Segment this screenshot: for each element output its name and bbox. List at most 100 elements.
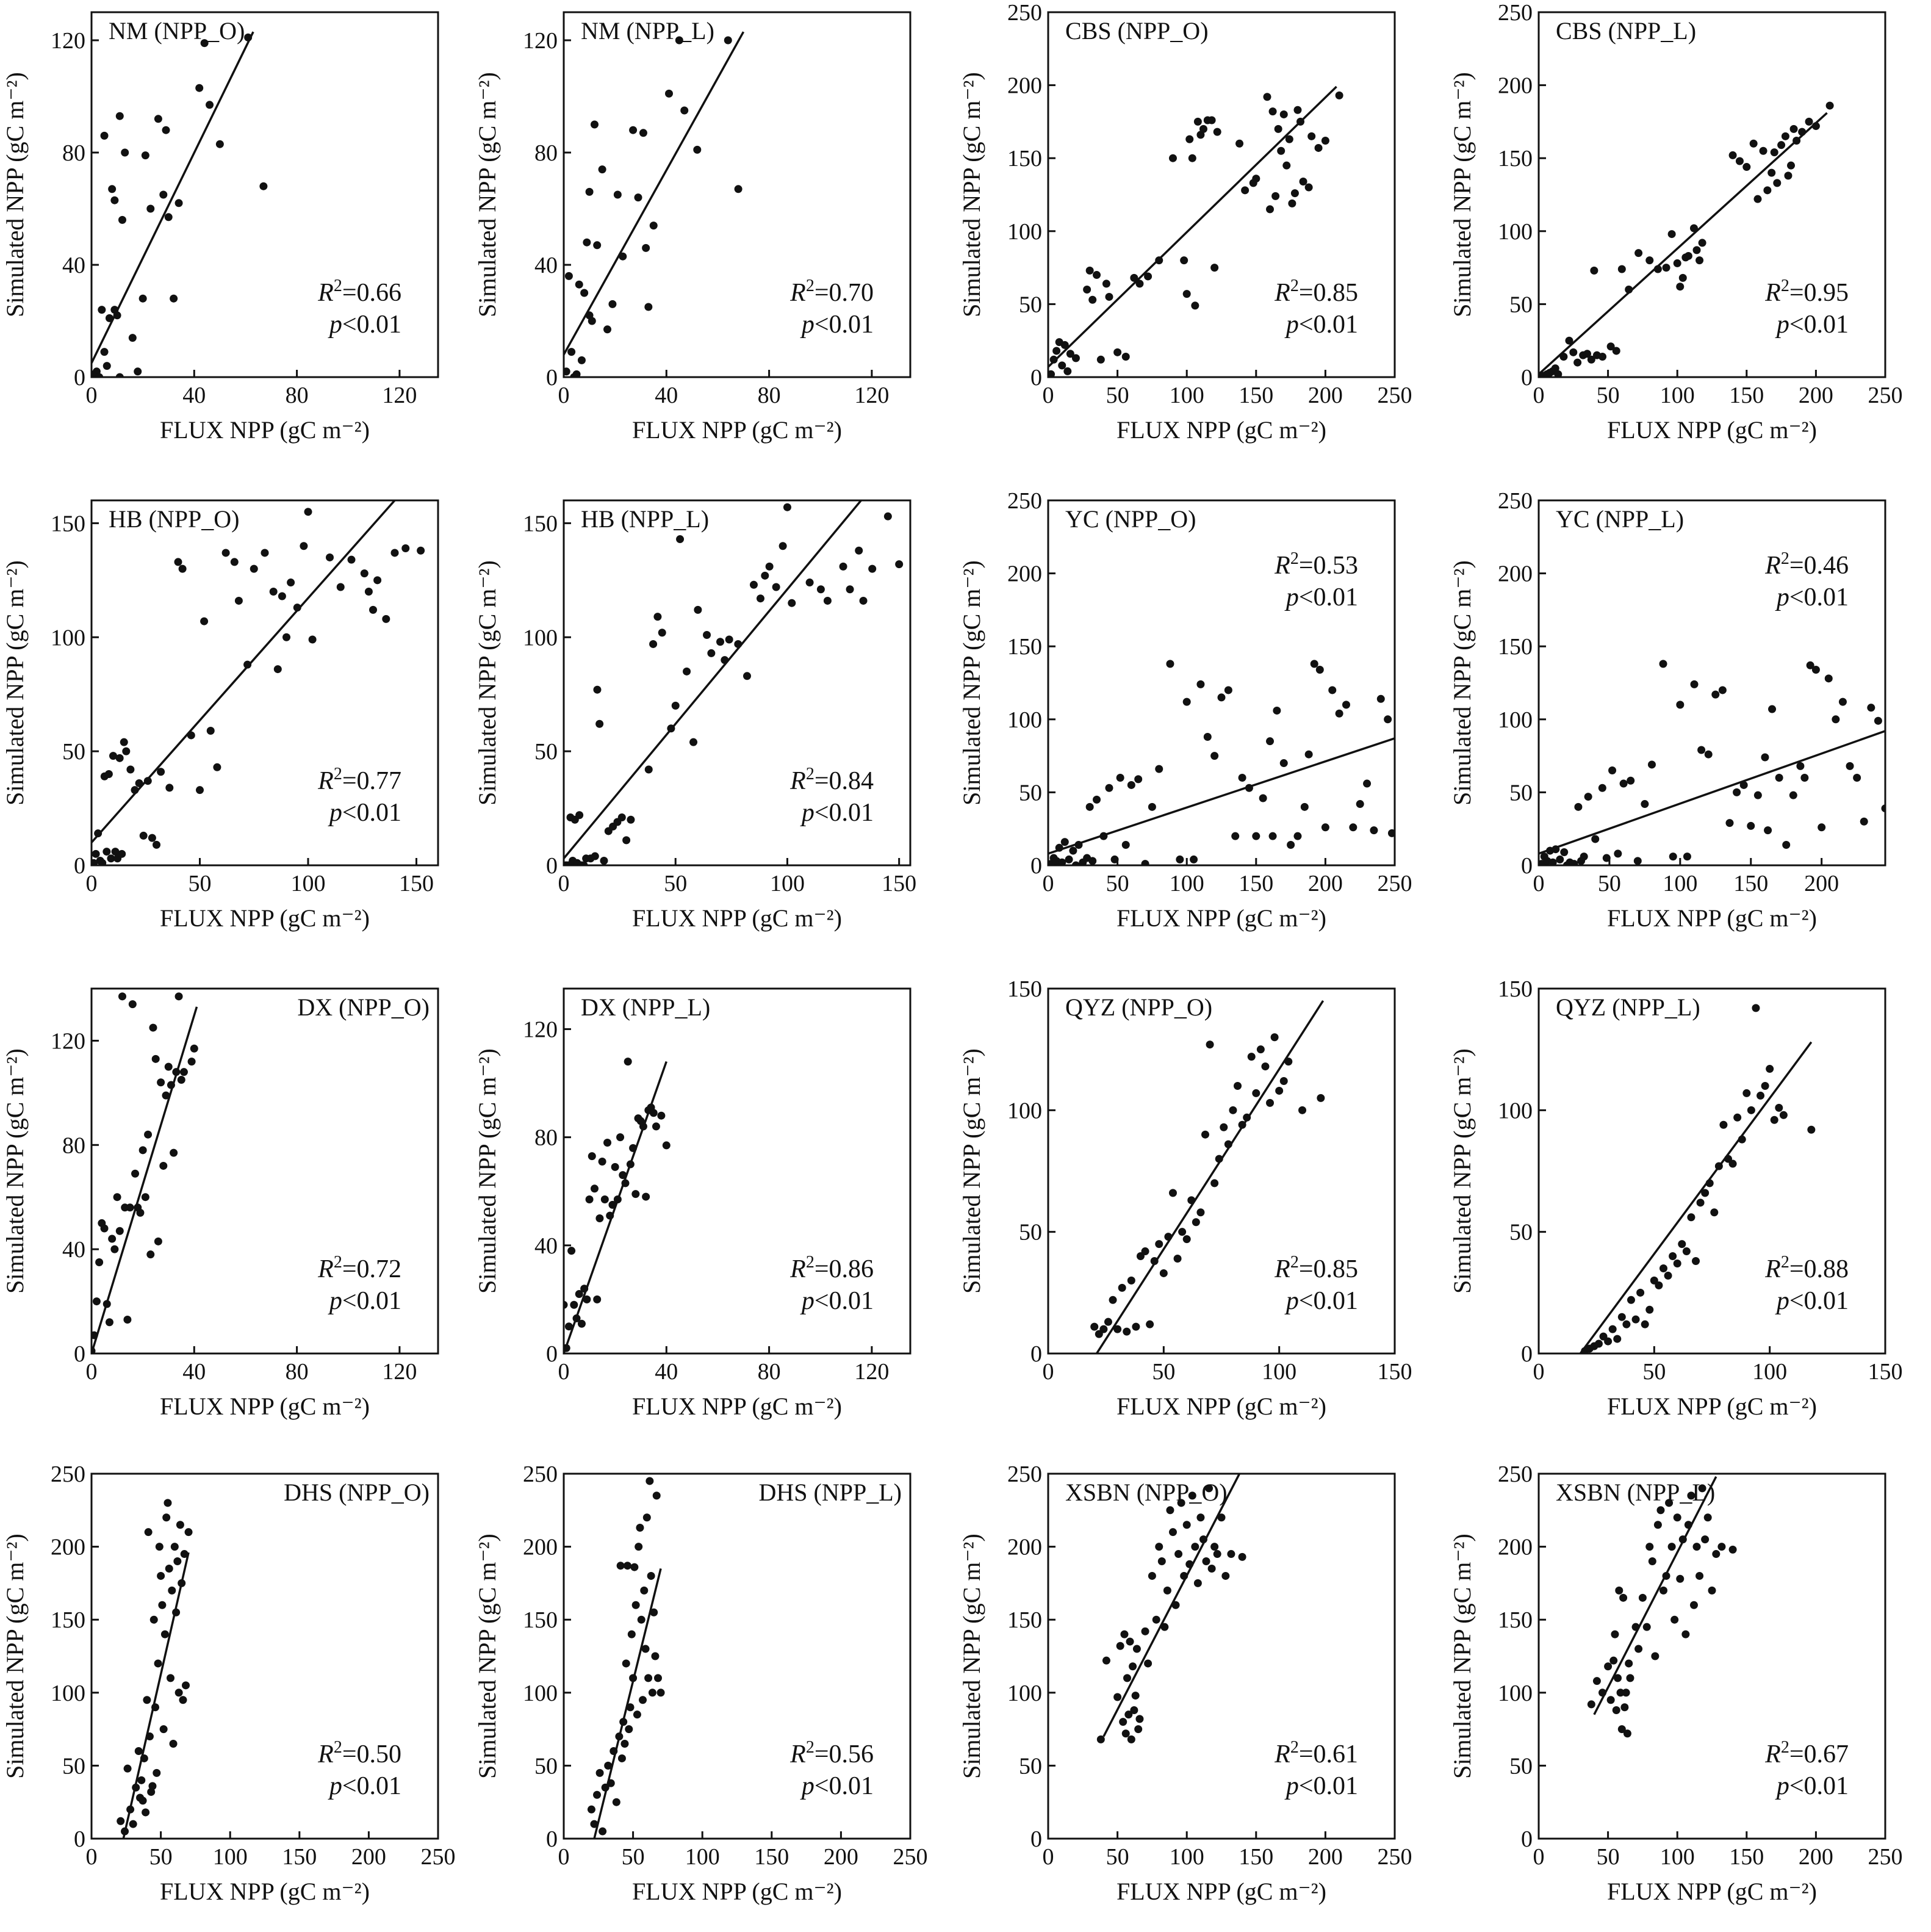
plot-marks xyxy=(564,500,904,865)
data-point xyxy=(118,849,126,858)
data-point xyxy=(1697,746,1706,754)
data-point xyxy=(273,665,282,674)
data-point xyxy=(676,535,685,544)
y-axis-label: Simulated NPP (gC m⁻²) xyxy=(1448,1048,1476,1294)
data-point xyxy=(1641,1320,1649,1328)
y-tick-label: 80 xyxy=(62,140,85,166)
data-point xyxy=(165,1564,173,1573)
r-squared-label: R2=0.88 xyxy=(1764,1253,1849,1283)
data-point xyxy=(1728,1545,1737,1554)
y-tick-label: 120 xyxy=(523,28,558,54)
data-point xyxy=(1620,1703,1629,1712)
data-point xyxy=(1678,1240,1686,1249)
x-tick-label: 0 xyxy=(1533,383,1545,408)
data-point xyxy=(1141,860,1149,865)
data-point xyxy=(1747,1106,1755,1114)
data-point xyxy=(616,1562,625,1570)
data-point xyxy=(1733,1113,1742,1122)
data-point xyxy=(1105,292,1113,301)
x-tick-label: 50 xyxy=(149,1844,173,1870)
data-point xyxy=(158,1601,167,1609)
data-point xyxy=(1695,256,1704,265)
data-point xyxy=(115,1227,124,1235)
data-point xyxy=(1687,1491,1695,1500)
panel-title: DX (NPP_O) xyxy=(297,993,430,1021)
data-point xyxy=(108,1235,117,1243)
r-squared-label: R2=0.70 xyxy=(789,276,874,307)
p-value-label: p<0.01 xyxy=(1775,1772,1849,1800)
data-point xyxy=(1580,852,1588,861)
y-tick-label: 0 xyxy=(74,1826,85,1852)
data-point xyxy=(756,594,764,603)
x-tick-label: 250 xyxy=(1378,383,1412,408)
data-point xyxy=(1779,1111,1788,1119)
y-tick-label: 100 xyxy=(1498,219,1533,245)
data-point xyxy=(1321,136,1329,145)
plot-marks xyxy=(587,1477,665,1839)
data-point xyxy=(369,605,377,614)
data-point xyxy=(1105,784,1113,792)
data-point xyxy=(304,508,312,516)
plot-frame xyxy=(90,11,439,378)
panel-12: 0 50 100 150 0 50 100 150 FLUX NPP (gC m⁻²) Simul… xyxy=(1448,976,1903,1420)
x-tick-label: 100 xyxy=(1170,1844,1204,1870)
y-tick-label: 0 xyxy=(1030,1341,1042,1367)
x-tick-label: 250 xyxy=(1378,1844,1412,1870)
x-tick-label: 50 xyxy=(1106,1844,1129,1870)
y-tick-label: 0 xyxy=(1521,365,1533,391)
plot-frame xyxy=(563,987,912,1355)
data-point xyxy=(1180,256,1188,265)
regression-line xyxy=(593,1568,662,1839)
data-point xyxy=(567,1247,576,1255)
x-tick-label: 50 xyxy=(1642,1359,1666,1385)
data-point xyxy=(1328,686,1337,694)
data-point xyxy=(1207,1564,1216,1573)
data-point xyxy=(587,1805,595,1814)
y-axis-label: Simulated NPP (gC m⁻²) xyxy=(958,1534,985,1779)
x-tick-label: 150 xyxy=(1729,383,1764,408)
data-point xyxy=(1609,1656,1618,1665)
x-tick-label: 100 xyxy=(1660,383,1695,408)
plot-frame xyxy=(1047,1472,1396,1840)
x-tick-label: 0 xyxy=(558,383,570,408)
data-point xyxy=(1766,1065,1774,1073)
data-point xyxy=(1266,1098,1275,1107)
data-point xyxy=(1695,1571,1704,1580)
x-tick-label: 100 xyxy=(1660,1844,1695,1870)
data-point xyxy=(1701,1535,1710,1544)
data-point xyxy=(1307,132,1316,140)
plot-marks xyxy=(564,1058,671,1353)
data-point xyxy=(608,300,617,308)
data-point xyxy=(642,243,650,252)
data-point xyxy=(1207,116,1216,124)
data-point xyxy=(1712,1550,1721,1559)
data-point xyxy=(141,1193,149,1202)
data-point xyxy=(1874,716,1882,725)
y-tick-label: 50 xyxy=(1019,292,1042,317)
data-point xyxy=(1185,135,1194,143)
data-point xyxy=(1113,348,1122,356)
x-tick-label: 0 xyxy=(558,1844,570,1870)
data-point xyxy=(1669,852,1677,861)
data-point xyxy=(588,1152,596,1161)
regression-line xyxy=(1102,1474,1241,1737)
x-tick-label: 250 xyxy=(1868,383,1903,408)
data-point xyxy=(1342,701,1350,709)
data-point xyxy=(675,36,683,45)
data-point xyxy=(1584,793,1592,801)
data-point xyxy=(1613,1335,1622,1343)
data-point xyxy=(92,859,98,865)
data-point xyxy=(1617,1313,1626,1321)
data-point xyxy=(1860,817,1868,826)
y-tick-label: 0 xyxy=(546,1341,558,1367)
panel-10: 0 40 80 120 0 40 80 120 FLUX NPP (gC m⁻²) Simulat… xyxy=(473,987,912,1420)
y-tick-label: 200 xyxy=(1498,1535,1533,1560)
x-tick-label: 50 xyxy=(189,871,212,896)
data-point xyxy=(1168,1189,1177,1197)
regression-line xyxy=(92,500,396,843)
plot-frame xyxy=(1047,499,1396,867)
data-point xyxy=(1282,161,1291,170)
data-point xyxy=(1163,1586,1171,1595)
data-point xyxy=(1287,841,1295,849)
data-point xyxy=(1728,1159,1737,1168)
